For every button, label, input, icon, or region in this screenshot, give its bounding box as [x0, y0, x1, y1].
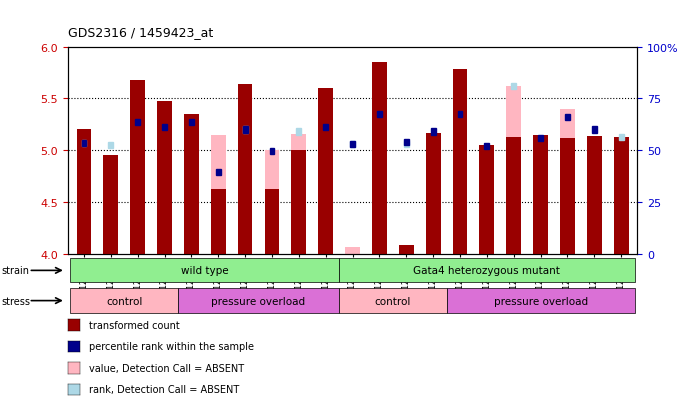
- Bar: [77, 130, 92, 254]
- Bar: [238, 85, 252, 254]
- Bar: [458, 112, 462, 118]
- Text: pressure overload: pressure overload: [212, 296, 306, 306]
- Bar: [447, 289, 635, 313]
- Bar: [350, 142, 355, 148]
- Text: wild type: wild type: [181, 266, 228, 276]
- Bar: [533, 135, 548, 254]
- Bar: [264, 190, 279, 254]
- Bar: [511, 84, 516, 90]
- Bar: [614, 138, 629, 254]
- Bar: [178, 289, 339, 313]
- Bar: [184, 115, 199, 254]
- Bar: [71, 259, 339, 283]
- Bar: [103, 156, 118, 254]
- Bar: [243, 127, 247, 133]
- Bar: [71, 289, 178, 313]
- Bar: [216, 169, 220, 176]
- Bar: [292, 134, 306, 254]
- Bar: [538, 135, 543, 142]
- Bar: [560, 109, 575, 254]
- Bar: [77, 130, 92, 254]
- Bar: [292, 151, 306, 254]
- Bar: [592, 127, 597, 133]
- Text: strain: strain: [1, 266, 29, 276]
- Text: Gata4 heterozygous mutant: Gata4 heterozygous mutant: [414, 266, 560, 276]
- Bar: [339, 259, 635, 283]
- Bar: [565, 114, 570, 121]
- Bar: [404, 142, 409, 148]
- Bar: [243, 127, 247, 133]
- Bar: [479, 146, 494, 254]
- Bar: [189, 120, 194, 126]
- Bar: [506, 138, 521, 254]
- Bar: [350, 142, 355, 148]
- Bar: [377, 112, 382, 118]
- Text: control: control: [375, 296, 411, 306]
- Bar: [323, 125, 328, 131]
- Bar: [296, 129, 301, 135]
- Bar: [399, 246, 414, 254]
- Bar: [453, 71, 467, 254]
- Text: percentile rank within the sample: percentile rank within the sample: [89, 342, 254, 351]
- Bar: [157, 102, 172, 254]
- Bar: [372, 63, 387, 254]
- Bar: [404, 140, 409, 146]
- Bar: [103, 156, 118, 254]
- Bar: [431, 129, 435, 135]
- Bar: [339, 289, 447, 313]
- Text: GDS2316 / 1459423_at: GDS2316 / 1459423_at: [68, 26, 213, 39]
- Bar: [108, 142, 113, 149]
- Text: value, Detection Call = ABSENT: value, Detection Call = ABSENT: [89, 363, 245, 373]
- Bar: [162, 125, 167, 131]
- Bar: [211, 190, 226, 254]
- Bar: [614, 138, 629, 254]
- Bar: [270, 149, 275, 155]
- Bar: [560, 138, 575, 254]
- Bar: [130, 81, 145, 254]
- Text: transformed count: transformed count: [89, 320, 180, 330]
- Text: pressure overload: pressure overload: [494, 296, 588, 306]
- Text: control: control: [106, 296, 142, 306]
- Bar: [485, 144, 490, 150]
- Bar: [345, 248, 360, 254]
- Bar: [211, 135, 226, 254]
- Text: stress: stress: [1, 296, 31, 306]
- Bar: [453, 70, 467, 254]
- Bar: [426, 133, 441, 254]
- Bar: [81, 140, 86, 147]
- Bar: [81, 140, 86, 147]
- Bar: [399, 246, 414, 254]
- Bar: [318, 89, 333, 254]
- Bar: [264, 151, 279, 254]
- Text: rank, Detection Call = ABSENT: rank, Detection Call = ABSENT: [89, 385, 240, 394]
- Bar: [587, 136, 602, 254]
- Bar: [619, 134, 624, 140]
- Bar: [135, 120, 140, 126]
- Bar: [506, 87, 521, 254]
